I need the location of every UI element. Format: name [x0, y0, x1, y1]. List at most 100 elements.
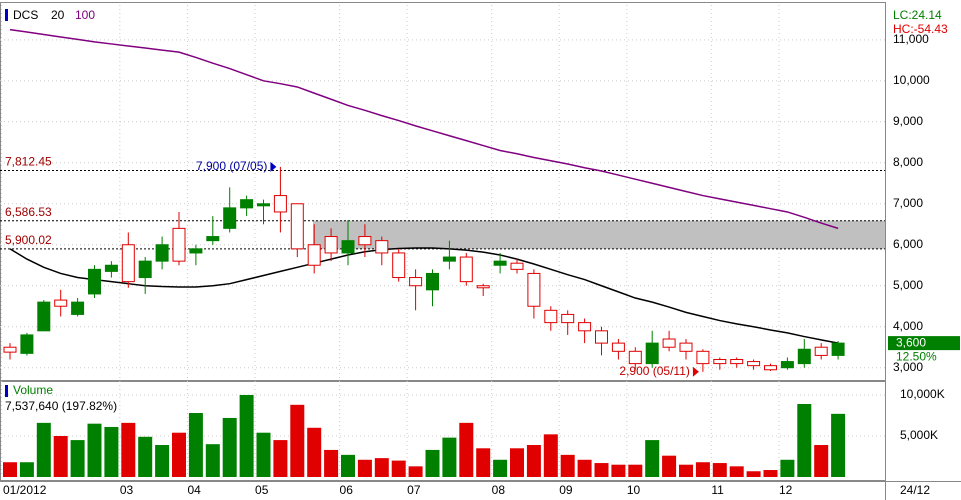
candle-body: [561, 313, 575, 324]
candle-body: [831, 342, 845, 356]
candle-body: [814, 346, 828, 356]
candle-body: [679, 342, 693, 352]
candle-body: [341, 240, 355, 254]
volume-bar: [36, 422, 51, 477]
x-tick-label: 10: [627, 483, 641, 497]
volume-bar: [831, 413, 846, 477]
candle-body: [476, 285, 490, 289]
candle-body: [409, 277, 423, 287]
volume-bar: [290, 404, 305, 477]
candle-body: [628, 350, 642, 365]
volume-bar: [763, 470, 778, 477]
level-label: 6,586.53: [5, 205, 52, 219]
volume-bar: [476, 448, 491, 477]
y-tick-label: 8,000: [893, 155, 923, 169]
high-note: 7,900 (07/05): [196, 159, 267, 173]
volume-bar: [222, 417, 237, 477]
candle-body: [206, 236, 220, 242]
x-tick-label: 08: [492, 483, 506, 497]
candle-body: [121, 244, 135, 283]
y-tick-label: 6,000: [893, 237, 923, 251]
volume-bar: [628, 464, 643, 477]
volume-bar: [357, 459, 372, 477]
volume-bar: [611, 464, 626, 477]
candle-body: [358, 236, 372, 246]
volume-bar: [645, 440, 660, 477]
candle-body: [71, 301, 85, 315]
candle-body: [730, 359, 744, 365]
end-date: 24/12: [900, 483, 930, 497]
candle-body: [307, 244, 321, 266]
candle-body: [3, 346, 17, 353]
candle-body: [747, 361, 761, 367]
candle-body: [645, 342, 659, 365]
candle-body: [54, 299, 68, 307]
volume-bar: [391, 460, 406, 477]
candle-body: [459, 256, 473, 283]
last-change: 12.50%: [896, 349, 937, 363]
volume-bar: [408, 466, 423, 477]
volume-bar: [53, 435, 68, 477]
volume-bar: [374, 458, 389, 477]
volume-bar: [188, 413, 203, 477]
candle-body: [696, 350, 710, 365]
volume-bar: [324, 449, 339, 477]
volume-bar: [172, 432, 186, 477]
candle-body: [172, 227, 186, 262]
high-arrow: [270, 161, 277, 172]
volume-bar: [729, 466, 744, 477]
candle-body: [392, 252, 406, 279]
candle-body: [578, 322, 592, 332]
volume-bar: [459, 422, 474, 477]
volume-bar: [560, 454, 575, 477]
volume-bar: [104, 426, 119, 477]
x-tick-label: 09: [559, 483, 573, 497]
low-arrow: [692, 366, 699, 377]
candle-body: [257, 203, 270, 207]
x-tick-label: 11: [711, 483, 724, 497]
lc-label: LC:24.14: [893, 8, 942, 22]
volume-bar: [307, 427, 322, 477]
candle-body: [290, 203, 304, 250]
candle-body: [223, 207, 237, 229]
volume-bar: [493, 459, 508, 477]
candle-body: [713, 359, 727, 365]
candle-body: [797, 348, 811, 365]
moving-average: [9, 247, 839, 344]
candle-body: [240, 199, 254, 209]
volume-bar: [70, 440, 85, 477]
x-tick-label: 01/2012: [3, 483, 47, 497]
candle-body: [375, 240, 389, 254]
volume-bar: [695, 462, 710, 477]
volume-bar: [746, 471, 761, 477]
volume-bar: [814, 445, 829, 477]
candle-body: [544, 309, 558, 324]
last-price: 3,600: [896, 335, 926, 349]
volume-bar: [712, 463, 727, 477]
volume-bar: [3, 462, 17, 477]
candle-body: [426, 272, 439, 291]
x-tick-label: 05: [255, 483, 269, 497]
candle-body: [510, 262, 524, 270]
last-price-box: [888, 336, 960, 351]
volume-tick-label: 5,000K: [900, 428, 938, 442]
candle-body: [189, 248, 203, 254]
volume-title: Volume: [13, 383, 53, 397]
volume-bar: [594, 463, 609, 477]
x-tick-label: 12: [779, 483, 793, 497]
candle-body: [442, 256, 456, 262]
volume-bar: [425, 449, 440, 477]
candle-body: [324, 236, 338, 254]
candle-body: [595, 330, 608, 344]
level-label: 5,900.02: [5, 233, 52, 247]
y-tick-label: 7,000: [893, 196, 923, 210]
candle-body: [764, 365, 777, 371]
volume-bar: [256, 432, 271, 477]
hc-label: HC:-54.43: [893, 22, 948, 36]
ma-legend: 100: [75, 8, 95, 22]
legend-marker: [5, 9, 8, 21]
volume-bar: [341, 454, 355, 477]
